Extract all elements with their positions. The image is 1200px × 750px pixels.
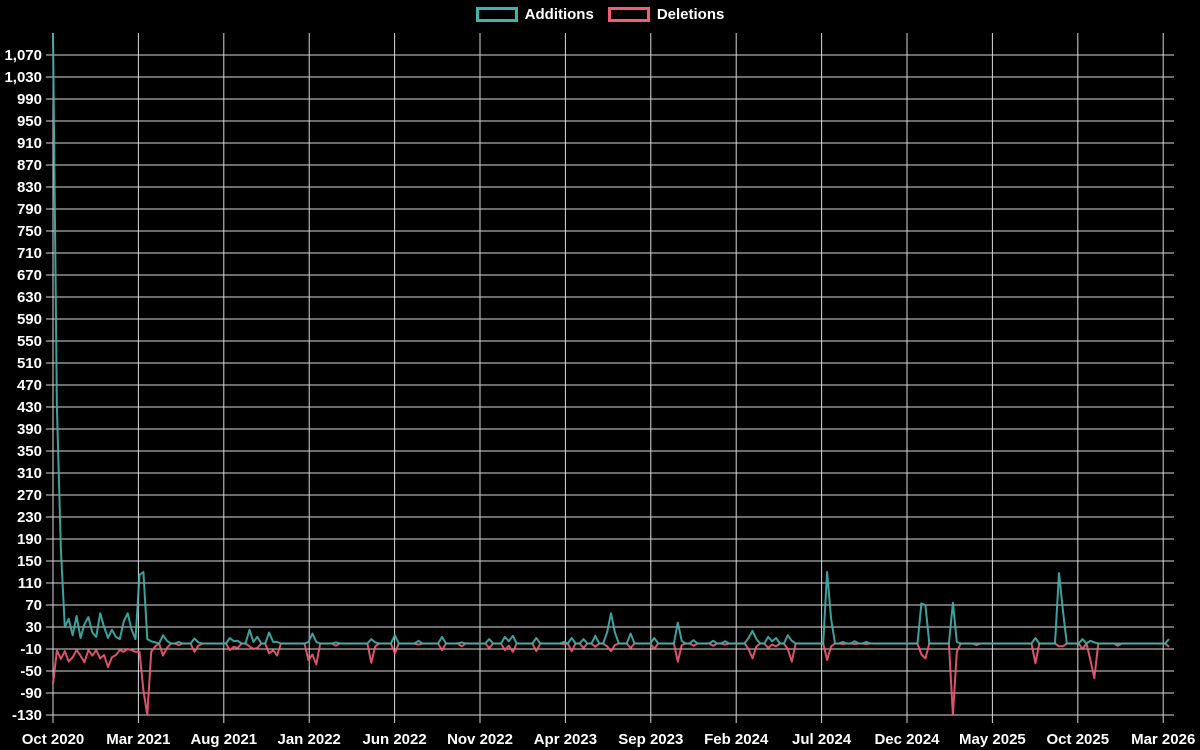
x-tick-label: Jul 2024 xyxy=(792,731,852,748)
y-tick-label: 830 xyxy=(17,179,42,196)
series-area xyxy=(52,33,1170,716)
y-tick-label: 30 xyxy=(25,619,42,636)
y-tick-label: 590 xyxy=(17,311,42,328)
x-tick-label: Jan 2022 xyxy=(278,731,341,748)
y-tick-label: -50 xyxy=(20,663,42,680)
horizontal-gridlines xyxy=(46,54,1174,716)
y-tick-label: -130 xyxy=(12,707,42,724)
y-tick-label: 390 xyxy=(17,421,42,438)
y-tick-label: 1,070 xyxy=(4,47,42,64)
y-tick-label: 270 xyxy=(17,487,42,504)
x-tick-label: Mar 2026 xyxy=(1131,731,1195,748)
deletions-swatch-icon xyxy=(607,7,650,22)
x-axis-labels: Oct 2020 Mar 2021 Aug 2021 Jan 2022 Jun 2022… xyxy=(22,731,1196,748)
y-tick-label: 150 xyxy=(17,553,42,570)
deletions-line xyxy=(52,642,1170,716)
x-tick-label: Feb 2024 xyxy=(704,731,769,748)
y-tick-label: 630 xyxy=(17,289,42,306)
legend-item-deletions[interactable]: Deletions xyxy=(607,6,725,23)
y-tick-label: -10 xyxy=(20,641,42,658)
y-tick-label: 870 xyxy=(17,157,42,174)
x-tick-label: Aug 2021 xyxy=(190,731,257,748)
y-tick-label: 750 xyxy=(17,223,42,240)
y-tick-label: 950 xyxy=(17,113,42,130)
x-tick-label: Oct 2025 xyxy=(1047,731,1110,748)
x-tick-label: May 2025 xyxy=(959,731,1026,748)
x-tick-label: Sep 2023 xyxy=(618,731,683,748)
y-tick-label: 990 xyxy=(17,91,42,108)
x-tick-label: Oct 2020 xyxy=(22,731,85,748)
additions-swatch-icon xyxy=(475,7,518,22)
y-tick-label: 70 xyxy=(25,597,42,614)
additions-legend-label: Additions xyxy=(524,6,594,23)
legend: Additions Deletions xyxy=(0,7,1200,22)
vertical-gridlines xyxy=(52,33,1164,723)
y-tick-label: 310 xyxy=(17,465,42,482)
y-tick-label: 510 xyxy=(17,355,42,372)
y-tick-label: 230 xyxy=(17,509,42,526)
y-axis-labels: -130 -90 -50 -10 30 70 110 150 190 230 270 310 350 39… xyxy=(4,47,42,724)
legend-item-additions[interactable]: Additions xyxy=(475,6,594,23)
y-tick-label: 710 xyxy=(17,245,42,262)
y-tick-label: 470 xyxy=(17,377,42,394)
x-tick-label: Nov 2022 xyxy=(447,731,513,748)
x-tick-label: Apr 2023 xyxy=(534,731,597,748)
y-tick-label: 350 xyxy=(17,443,42,460)
y-tick-label: 910 xyxy=(17,135,42,152)
y-tick-label: 670 xyxy=(17,267,42,284)
y-tick-label: 190 xyxy=(17,531,42,548)
additions-line xyxy=(52,33,1170,645)
x-tick-label: Jun 2022 xyxy=(362,731,426,748)
y-tick-label: 550 xyxy=(17,333,42,350)
y-tick-label: 1,030 xyxy=(4,69,42,86)
deletions-legend-label: Deletions xyxy=(656,6,725,23)
y-tick-label: 790 xyxy=(17,201,42,218)
x-tick-label: Mar 2021 xyxy=(106,731,170,748)
y-tick-label: -90 xyxy=(20,685,42,702)
y-tick-label: 430 xyxy=(17,399,42,416)
x-tick-label: Dec 2024 xyxy=(874,731,940,748)
y-tick-label: 110 xyxy=(18,575,42,592)
